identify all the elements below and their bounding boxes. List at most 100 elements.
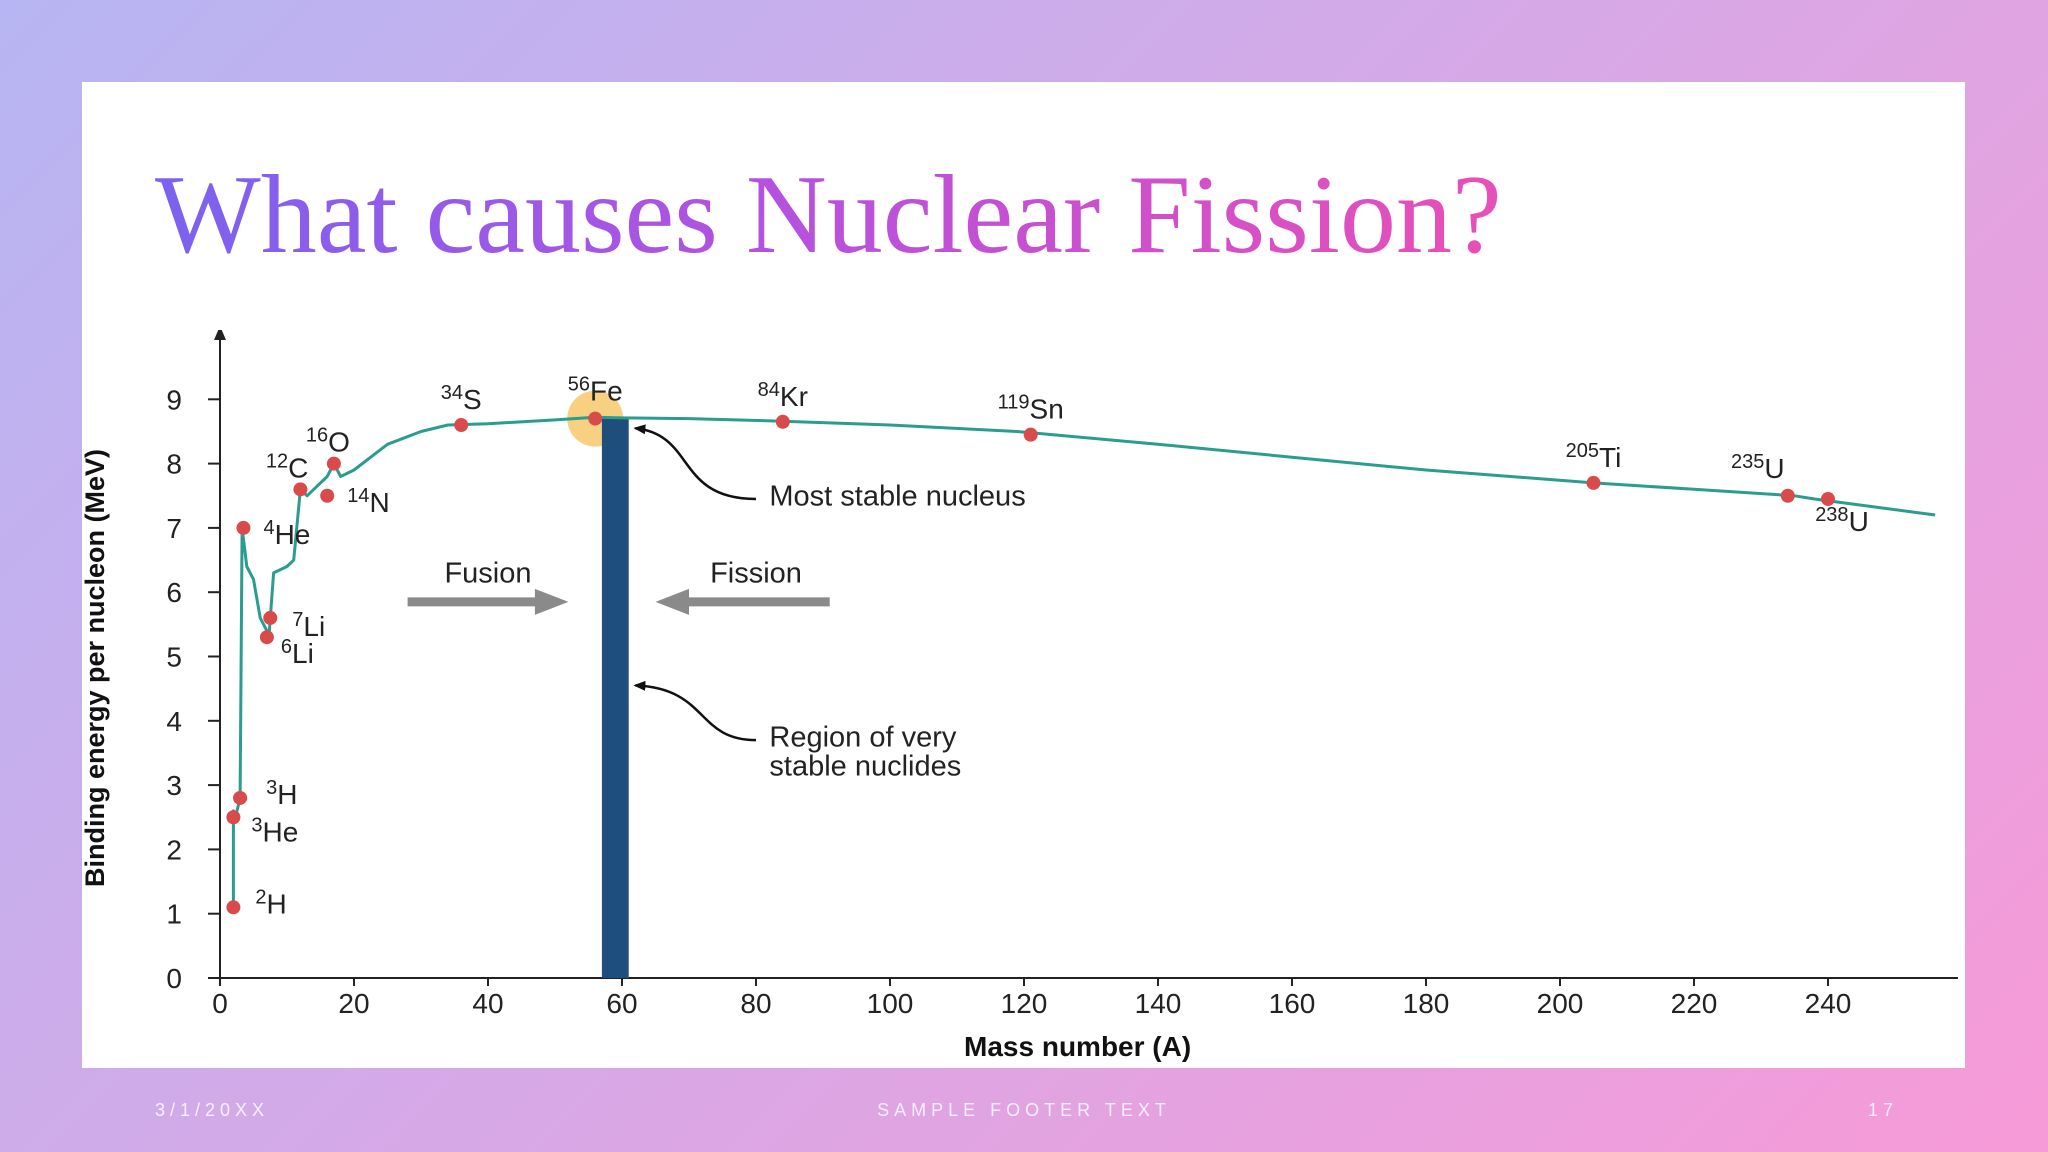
nuclide-mass-number: 4	[263, 517, 274, 539]
y-tick-label: 6	[166, 577, 182, 608]
nuclide-point	[233, 790, 248, 805]
nuclide-label: 34S	[441, 382, 482, 415]
nuclide-label: 14N	[347, 485, 389, 518]
nuclide-label: 238U	[1815, 504, 1869, 537]
nuclide-label: 3H	[266, 777, 297, 810]
x-tick-label: 0	[212, 988, 228, 1019]
x-tick-label: 60	[606, 988, 637, 1019]
x-tick-label: 160	[1269, 988, 1316, 1019]
fission-label: Fission	[710, 558, 802, 590]
y-tick-label: 4	[166, 706, 182, 737]
y-tick-label: 1	[166, 899, 182, 930]
nuclide-label: 4He	[263, 517, 310, 550]
y-tick-label: 3	[166, 770, 182, 801]
nuclide-label: 2H	[255, 886, 286, 919]
nuclide-symbol: Ti	[1599, 442, 1621, 473]
y-tick-label: 7	[166, 513, 182, 544]
stable-region-callout	[633, 680, 757, 742]
fusion-arrowhead	[534, 588, 569, 615]
nuclide-point	[259, 630, 274, 645]
nuclide-point	[263, 610, 278, 625]
x-tick-label: 240	[1805, 988, 1852, 1019]
nuclide-point	[320, 488, 335, 503]
nuclide-symbol: Sn	[1030, 394, 1064, 425]
x-tick-label: 100	[867, 988, 914, 1019]
x-tick-label: 140	[1135, 988, 1182, 1019]
x-tick-label: 200	[1537, 988, 1584, 1019]
nuclide-label: 56Fe	[568, 374, 623, 407]
nuclide-label: 16O	[306, 425, 350, 458]
y-axis-arrow	[214, 330, 226, 340]
nuclide-mass-number: 14	[347, 485, 369, 507]
nuclide-point	[775, 414, 790, 429]
nuclide-point	[226, 900, 241, 915]
x-tick-label: 180	[1403, 988, 1450, 1019]
nuclide-label: 7Li	[292, 609, 325, 642]
nuclide-mass-number: 16	[306, 425, 328, 447]
nuclide-symbol: H	[277, 779, 297, 810]
slide-card	[82, 82, 1965, 1068]
nuclide-mass-number: 235	[1731, 451, 1764, 473]
nuclide-symbol: He	[263, 816, 299, 847]
nuclide-point	[1586, 475, 1601, 490]
fission-arrowhead	[655, 588, 689, 615]
x-tick-label: 40	[472, 988, 503, 1019]
page-number: 17	[1867, 1100, 1898, 1120]
nuclide-label: 6Li	[281, 636, 314, 669]
nuclide-point	[236, 520, 251, 535]
x-tick-label: 120	[1001, 988, 1048, 1019]
nuclide-symbol: Li	[292, 638, 314, 669]
nuclide-point	[1023, 427, 1038, 442]
nuclide-mass-number: 238	[1815, 504, 1848, 526]
nuclide-label: 119Sn	[998, 392, 1064, 425]
stable-region-label-line1: Region of very	[769, 722, 956, 754]
nuclide-mass-number: 12	[266, 450, 288, 472]
nuclide-symbol: Li	[303, 611, 325, 642]
nuclide-symbol: U	[1849, 506, 1869, 537]
nuclide-mass-number: 205	[1566, 440, 1599, 462]
nuclide-label: 235U	[1731, 451, 1785, 484]
nuclide-mass-number: 119	[998, 392, 1030, 414]
nuclide-mass-number: 7	[292, 609, 303, 631]
nuclide-label: 84Kr	[758, 379, 808, 412]
nuclide-symbol: H	[267, 888, 287, 919]
nuclide-point	[588, 411, 603, 426]
nuclide-label: 205Ti	[1566, 440, 1622, 473]
nuclide-point	[326, 456, 341, 471]
x-tick-label: 220	[1671, 988, 1718, 1019]
nuclide-point	[226, 810, 241, 825]
nuclide-mass-number: 84	[758, 379, 780, 401]
nuclide-point	[1821, 491, 1835, 506]
nuclide-symbol: S	[463, 384, 482, 415]
nuclide-mass-number: 2	[255, 886, 266, 908]
nuclide-mass-number: 3	[266, 777, 277, 799]
nuclide-point	[293, 482, 308, 497]
most-stable-label: Most stable nucleus	[769, 480, 1025, 512]
y-tick-label: 8	[166, 449, 182, 480]
nuclide-symbol: O	[328, 427, 350, 458]
nuclide-symbol: Kr	[780, 381, 808, 412]
nuclide-label: 3He	[251, 814, 298, 847]
y-tick-label: 2	[166, 834, 182, 865]
y-tick-label: 5	[166, 642, 182, 673]
y-tick-label: 9	[166, 384, 182, 415]
x-tick-label: 80	[740, 988, 771, 1019]
nuclide-mass-number: 34	[441, 382, 463, 404]
stable-region-band	[601, 418, 629, 979]
footer-date: 3/1/20XX	[155, 1100, 270, 1120]
nuclide-mass-number: 3	[251, 814, 262, 836]
nuclide-mass-number: 6	[281, 636, 292, 658]
slide-title: What causes Nuclear Fission?	[155, 150, 1502, 280]
nuclide-symbol: He	[275, 519, 311, 550]
nuclide-point	[454, 418, 469, 433]
y-axis-title: Binding energy per nucleon (MeV)	[80, 449, 110, 887]
nuclide-symbol: U	[1764, 453, 1784, 484]
y-tick-label: 0	[166, 963, 182, 994]
x-tick-label: 20	[338, 988, 369, 1019]
nuclide-mass-number: 56	[568, 374, 590, 396]
nuclide-symbol: Fe	[590, 376, 623, 407]
fusion-label: Fusion	[444, 558, 531, 590]
nuclide-label: 12C	[266, 450, 308, 483]
most-stable-callout	[633, 424, 757, 501]
nuclide-symbol: C	[288, 452, 308, 483]
